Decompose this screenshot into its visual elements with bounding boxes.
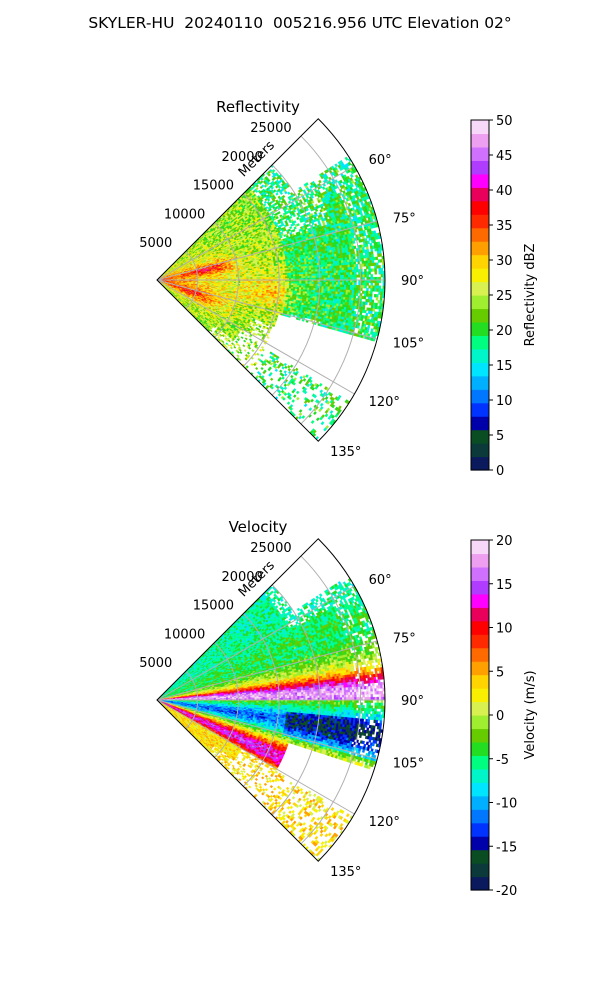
radar-gate — [209, 329, 213, 333]
data-field — [156, 156, 386, 441]
panel-title: Reflectivity — [216, 98, 300, 116]
figure-title: SKYLER-HU 20240110 005216.956 UTC Elevat… — [0, 14, 600, 32]
radar-panel-0: Reflectivity60°75°90°105°120°135°5000100… — [139, 98, 538, 479]
